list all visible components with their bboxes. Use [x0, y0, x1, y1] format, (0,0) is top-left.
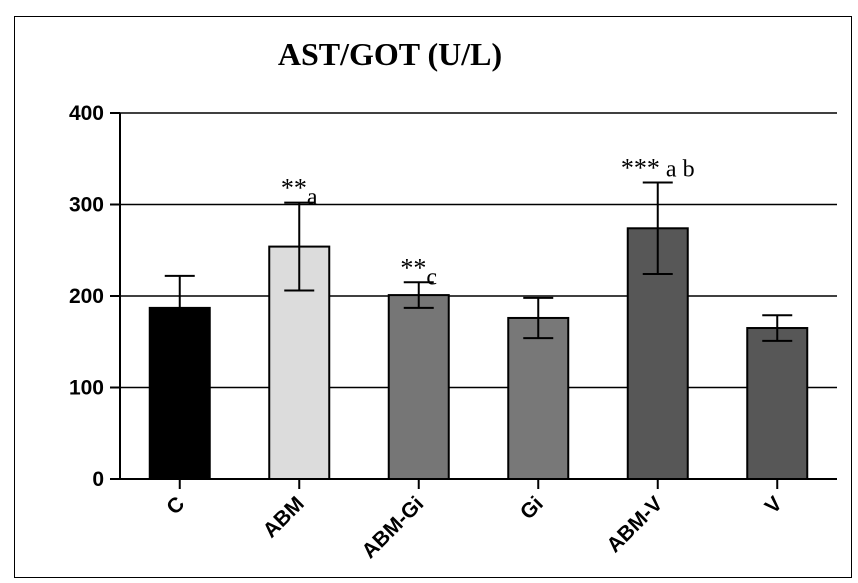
gridlines [120, 112, 837, 389]
x-tick-label: C [162, 492, 189, 519]
y-tick-label: 0 [92, 468, 104, 491]
chart-frame [14, 16, 852, 578]
x-axis: C ABM ABM-Gi Gi ABM-V V [120, 478, 837, 563]
significance-label: **a [281, 174, 318, 211]
y-tick-label: 300 [69, 194, 104, 217]
chart-title: AST/GOT (U/L) [278, 36, 502, 72]
significance-annotations: **a**c*** a b [281, 154, 695, 291]
significance-label: *** a b [621, 154, 695, 183]
y-tick-label: 400 [69, 102, 104, 125]
y-axis: 0 100 200 300 400 [69, 102, 121, 491]
x-tick-label: ABM-V [602, 492, 667, 557]
significance-letters: a b [660, 157, 695, 183]
significance-stars: ** [400, 253, 426, 282]
bar [507, 316, 570, 480]
bar [387, 294, 450, 480]
significance-label: **c [400, 253, 437, 290]
bars [148, 181, 809, 480]
y-tick-label: 200 [69, 285, 104, 308]
significance-letters: c [426, 264, 437, 290]
significance-stars: *** [621, 154, 660, 183]
x-tick-label: ABM-Gi [358, 492, 429, 563]
bar [746, 327, 809, 480]
significance-stars: ** [281, 174, 307, 203]
y-tick-label: 100 [69, 377, 104, 400]
significance-letters: a [307, 185, 318, 211]
x-tick-label: Gi [516, 492, 548, 524]
x-tick-label: ABM [259, 492, 309, 542]
x-tick-label: V [761, 492, 787, 518]
